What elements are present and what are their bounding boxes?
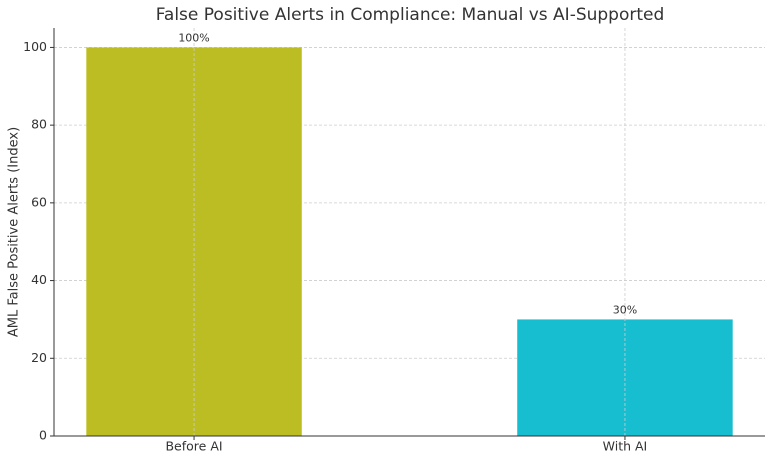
- y-tick-label: 20: [31, 350, 47, 365]
- bar: [86, 47, 302, 437]
- chart-title: False Positive Alerts in Compliance: Man…: [156, 5, 665, 25]
- y-tick-label: 100: [23, 39, 47, 54]
- x-tick-label: With AI: [603, 439, 648, 454]
- y-tick-label: 60: [31, 194, 47, 209]
- value-label: 30%: [613, 303, 637, 316]
- y-tick-label: 40: [31, 272, 47, 287]
- y-tick-label: 80: [31, 117, 47, 132]
- value-label: 100%: [178, 31, 209, 44]
- y-axis-label: AML False Positive Alerts (Index): [7, 127, 22, 337]
- y-tick-label: 0: [39, 428, 47, 443]
- x-tick-label: Before AI: [165, 439, 222, 454]
